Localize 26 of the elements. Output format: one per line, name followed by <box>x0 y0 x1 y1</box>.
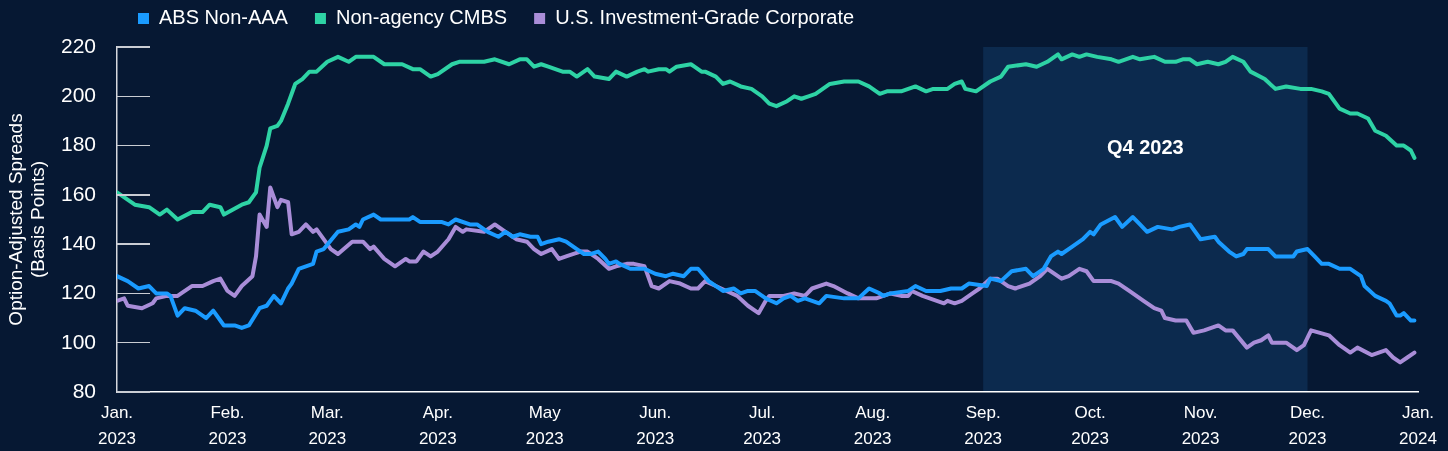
x-tick-label: Jan. 2023 <box>98 403 136 448</box>
y-tick-label: 180 <box>60 132 96 156</box>
legend-label: ABS Non-AAA <box>159 6 289 29</box>
x-tick-label: Mar. 2023 <box>308 403 347 448</box>
x-tick-label: Feb. 2023 <box>208 403 247 448</box>
x-tick-label: Dec. 2023 <box>1288 403 1327 448</box>
y-tick-label: 80 <box>72 378 96 402</box>
legend-label: Non-agency CMBS <box>335 6 508 29</box>
x-tick-label: Oct. 2023 <box>1071 403 1109 448</box>
x-tick-label: Jan. 2024 <box>1399 403 1437 448</box>
x-tick-label: Nov. 2023 <box>1181 403 1220 448</box>
y-tick-label: 120 <box>60 280 96 304</box>
x-tick-label: Sep. 2023 <box>964 403 1003 448</box>
x-tick-label: Apr. 2023 <box>418 403 457 448</box>
y-tick-label: 200 <box>60 83 96 107</box>
x-tick-label: May 2023 <box>525 403 564 448</box>
x-tick-label: Aug. 2023 <box>853 403 892 448</box>
legend-label: U.S. Investment-Grade Corporate <box>555 6 855 29</box>
band-label: Q4 2023 <box>1106 136 1184 159</box>
y-axis-title: Option-Adjusted Spreads (Basis Points) <box>4 113 49 326</box>
y-tick-label: 160 <box>60 181 96 205</box>
y-tick-label: 220 <box>60 33 96 57</box>
x-tick-label: Jul. 2023 <box>743 403 782 448</box>
y-tick-label: 100 <box>60 329 96 353</box>
x-tick-label: Jun. 2023 <box>636 403 675 448</box>
y-tick-label: 140 <box>60 230 96 254</box>
